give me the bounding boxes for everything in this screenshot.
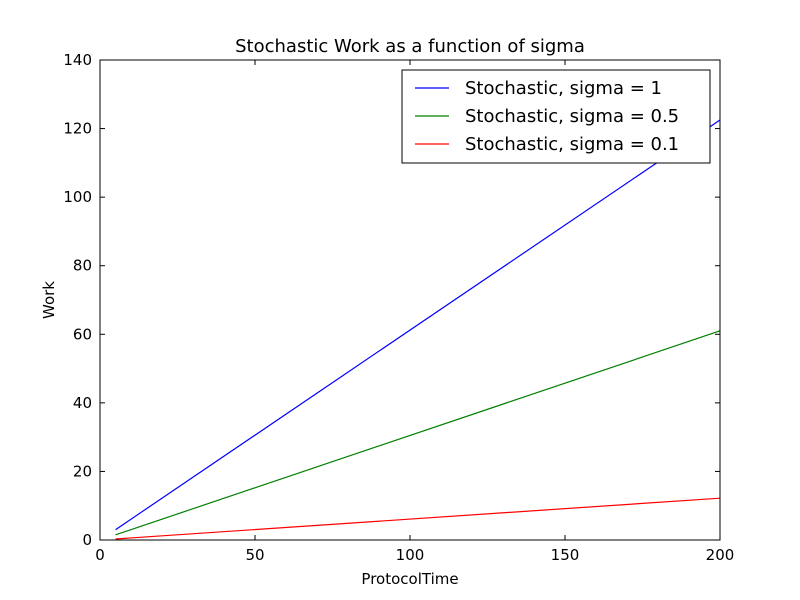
y-tick-label: 60	[73, 325, 92, 343]
y-tick-label: 40	[73, 394, 92, 412]
y-tick-label: 80	[73, 257, 92, 275]
series-line-0	[115, 119, 721, 531]
y-tick-label: 20	[73, 462, 92, 480]
chart-title: Stochastic Work as a function of sigma	[235, 36, 585, 57]
y-tick-label: 120	[63, 120, 92, 138]
y-tick-label: 0	[82, 531, 92, 549]
x-tick-label: 50	[245, 546, 264, 564]
y-tick-label: 100	[63, 188, 92, 206]
x-axis: 0 50 100 150 200	[95, 60, 734, 564]
series-line-2	[115, 497, 721, 540]
legend-label: Stochastic, sigma = 0.5	[465, 106, 679, 127]
series-line-1	[115, 330, 721, 536]
y-tick-label: 140	[63, 51, 92, 69]
series-layer	[115, 119, 721, 540]
y-axis-label: Work	[40, 281, 58, 319]
x-tick-label: 100	[396, 546, 425, 564]
legend-label: Stochastic, sigma = 1	[465, 78, 662, 99]
legend-label: Stochastic, sigma = 0.1	[465, 134, 679, 155]
y-axis: 0 20 40 60 80 100 120 140	[63, 51, 720, 549]
x-tick-label: 200	[706, 546, 735, 564]
x-axis-label: ProtocolTime	[361, 570, 458, 588]
legend: Stochastic, sigma = 1 Stochastic, sigma =…	[401, 69, 711, 164]
legend-box	[401, 69, 711, 164]
x-tick-label: 0	[95, 546, 105, 564]
x-tick-label: 150	[551, 546, 580, 564]
